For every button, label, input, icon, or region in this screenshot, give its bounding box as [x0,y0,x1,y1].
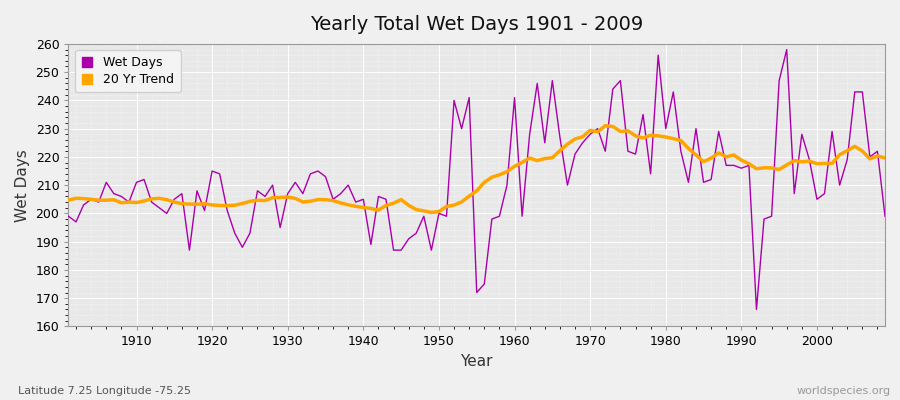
Wet Days [600,149,611,154]
20 Yr Trend [123,200,134,204]
20 Yr Trend [517,160,527,165]
20 Yr Trend [879,156,890,160]
Y-axis label: Wet Days: Wet Days [15,149,30,222]
Text: Latitude 7.25 Longitude -75.25: Latitude 7.25 Longitude -75.25 [18,386,191,396]
Wet Days [123,200,134,204]
20 Yr Trend [63,198,74,202]
Line: 20 Yr Trend: 20 Yr Trend [68,126,885,212]
20 Yr Trend [290,196,301,201]
Wet Days [63,214,74,219]
20 Yr Trend [426,210,436,215]
20 Yr Trend [509,164,520,169]
Wet Days [290,180,301,185]
Wet Days [879,214,890,219]
20 Yr Trend [335,200,346,205]
20 Yr Trend [600,123,611,128]
Line: Wet Days: Wet Days [68,50,885,310]
20 Yr Trend [615,129,626,134]
Wet Days [501,183,512,188]
Wet Days [335,191,346,196]
Title: Yearly Total Wet Days 1901 - 2009: Yearly Total Wet Days 1901 - 2009 [310,15,644,34]
Wet Days [752,307,762,312]
Text: worldspecies.org: worldspecies.org [796,386,891,396]
Wet Days [509,95,520,100]
Wet Days [781,47,792,52]
X-axis label: Year: Year [461,354,493,369]
Legend: Wet Days, 20 Yr Trend: Wet Days, 20 Yr Trend [75,50,181,92]
